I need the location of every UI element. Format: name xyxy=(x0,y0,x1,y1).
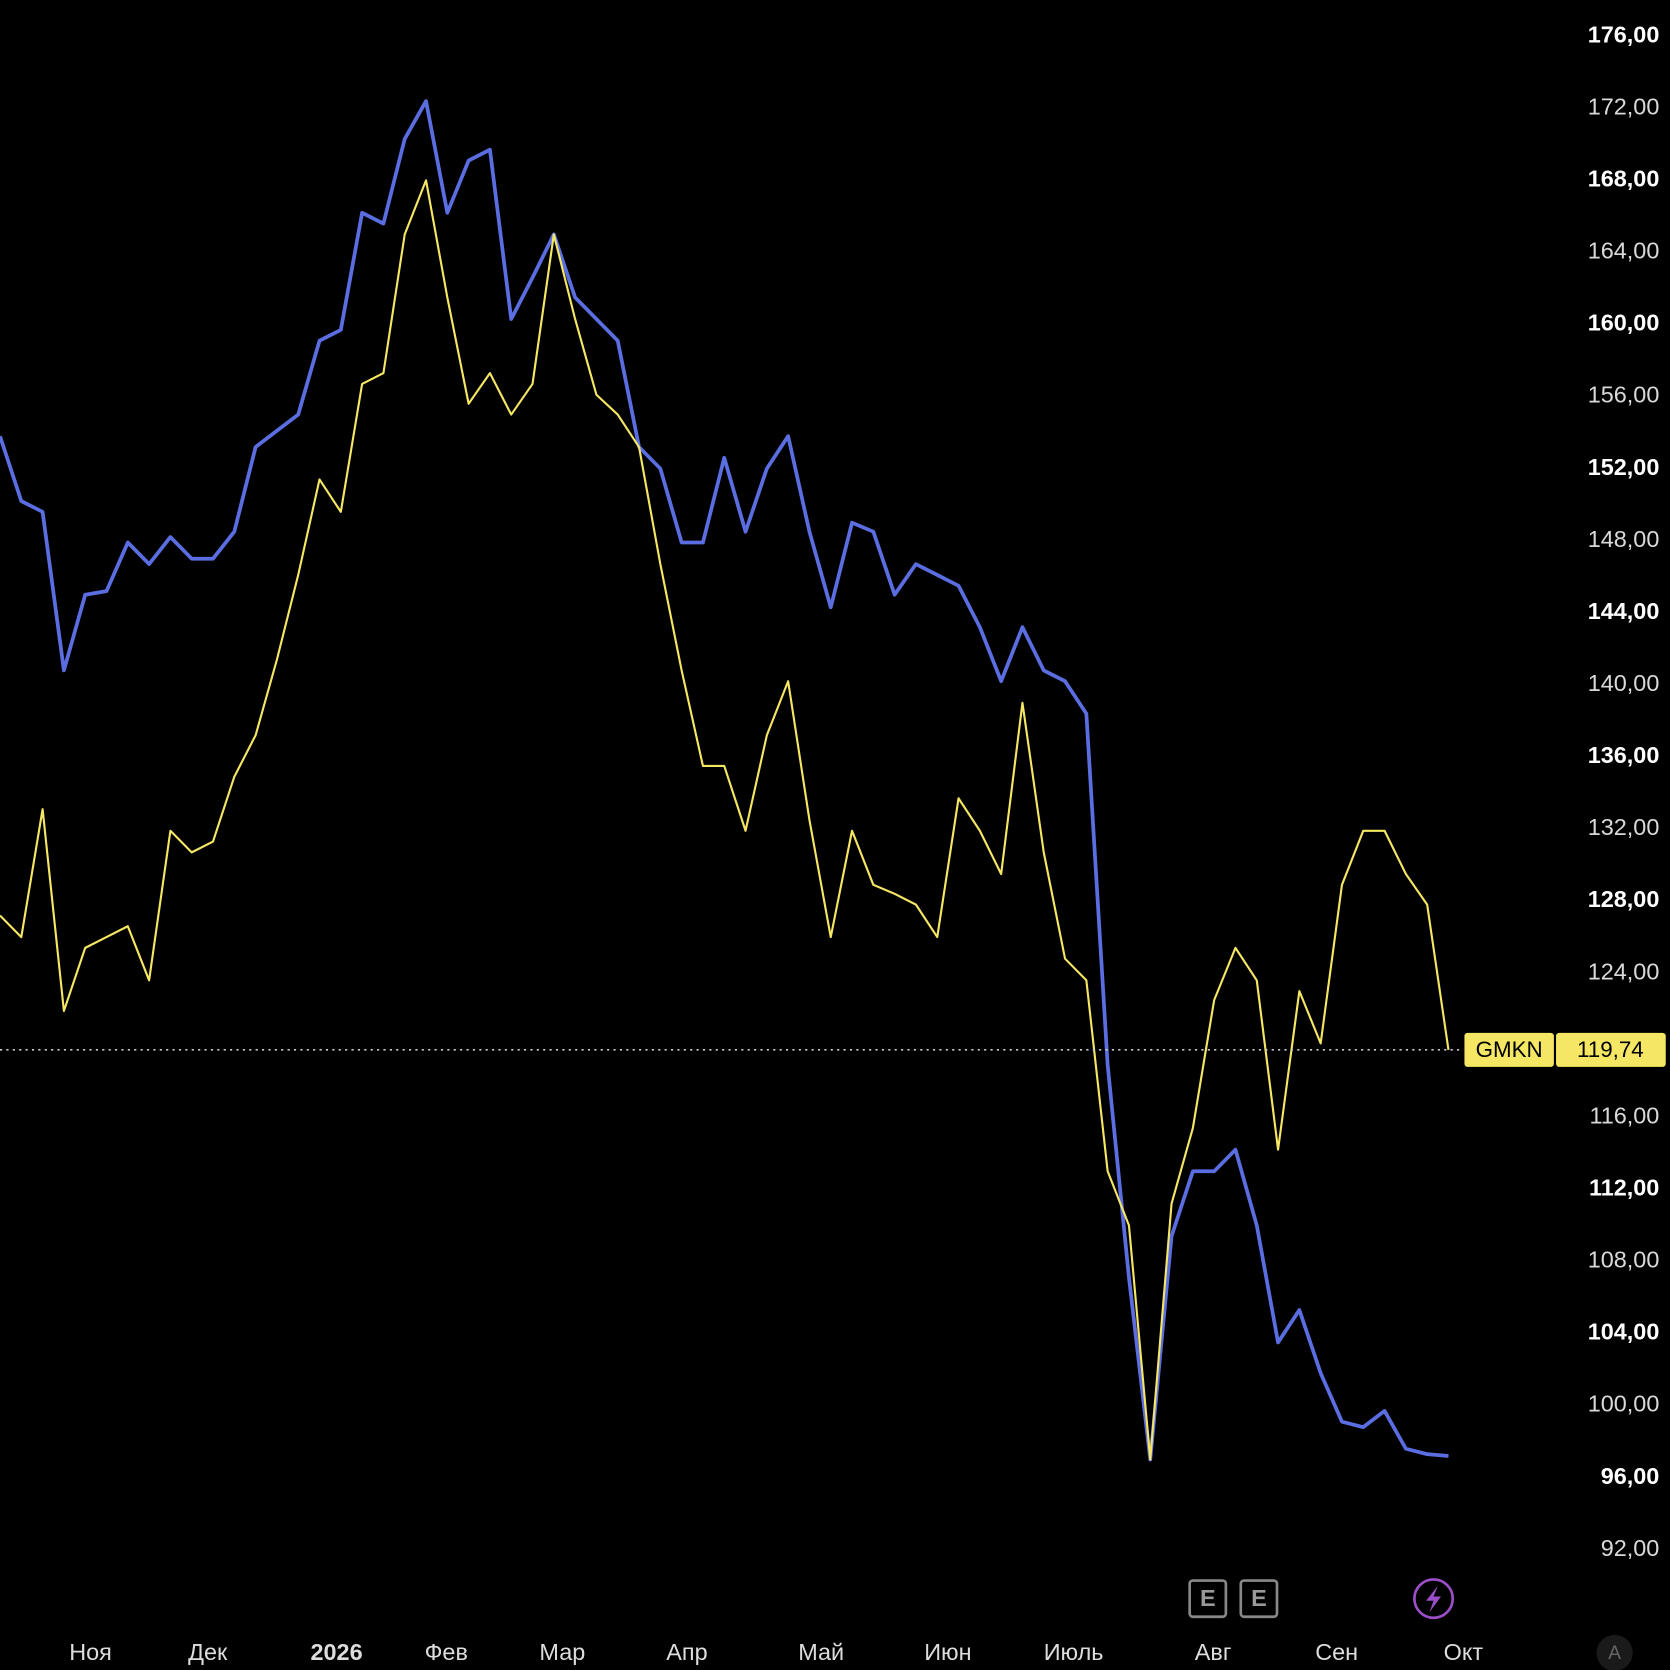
x-tick-label: Май xyxy=(798,1639,844,1665)
y-tick-label: 148,00 xyxy=(1588,526,1660,552)
y-tick-label: 104,00 xyxy=(1588,1319,1660,1345)
event-marker[interactable]: E xyxy=(1251,1585,1267,1611)
x-tick-label: Фев xyxy=(425,1639,468,1665)
y-tick-label: 172,00 xyxy=(1588,93,1660,119)
y-tick-label: 140,00 xyxy=(1588,670,1660,696)
event-box[interactable] xyxy=(1239,1579,1279,1619)
series-line xyxy=(0,99,1449,1462)
x-tick-label: Апр xyxy=(666,1639,707,1665)
lightning-icon[interactable] xyxy=(1413,1578,1455,1620)
y-tick-label: 116,00 xyxy=(1589,1102,1659,1128)
y-tick-label: 136,00 xyxy=(1588,742,1660,768)
y-tick-label: 152,00 xyxy=(1588,454,1660,480)
x-tick-label: Дек xyxy=(188,1639,228,1665)
y-tick-label: 176,00 xyxy=(1588,21,1660,47)
y-tick-label: 108,00 xyxy=(1588,1247,1660,1273)
name-box xyxy=(1464,1032,1554,1067)
last-price-label: 119,74 xyxy=(1577,1037,1644,1062)
plot xyxy=(0,99,1450,1462)
y-tick-label: 164,00 xyxy=(1588,238,1660,264)
y-tick-label: 96,00 xyxy=(1601,1463,1660,1489)
series-name: GMKN xyxy=(1476,1037,1543,1062)
y-tick-label: 124,00 xyxy=(1588,958,1660,984)
y-tick-label: 156,00 xyxy=(1588,382,1660,408)
y-tick-label: 160,00 xyxy=(1588,310,1660,336)
x-tick-label: Сен xyxy=(1315,1639,1358,1665)
corner-badge[interactable]: A xyxy=(1608,1643,1621,1664)
y-tick-label: 112,00 xyxy=(1589,1174,1659,1200)
y-tick-label: 144,00 xyxy=(1588,598,1660,624)
x-tick-label: 2026 xyxy=(311,1639,363,1665)
y-tick-label: 168,00 xyxy=(1588,166,1660,192)
x-tick-label: Мар xyxy=(539,1639,585,1665)
lightning-glyph xyxy=(1426,1585,1442,1613)
y-tick-label: 100,00 xyxy=(1588,1391,1660,1417)
y-tick-label: 132,00 xyxy=(1588,814,1660,840)
event-box[interactable] xyxy=(1188,1579,1228,1619)
price-box xyxy=(1556,1032,1666,1067)
x-tick-label: Авг xyxy=(1195,1639,1232,1665)
x-tick-label: Июн xyxy=(924,1639,971,1665)
badge[interactable] xyxy=(1596,1634,1633,1670)
event-marker[interactable]: E xyxy=(1200,1585,1216,1611)
x-tick-label: Ноя xyxy=(69,1639,112,1665)
y-tick-label: 92,00 xyxy=(1601,1535,1660,1561)
y-tick-label: 128,00 xyxy=(1588,886,1660,912)
series-line xyxy=(0,179,1450,1461)
x-tick-label: Окт xyxy=(1444,1639,1484,1665)
x-tick-label: Июль xyxy=(1044,1639,1104,1665)
